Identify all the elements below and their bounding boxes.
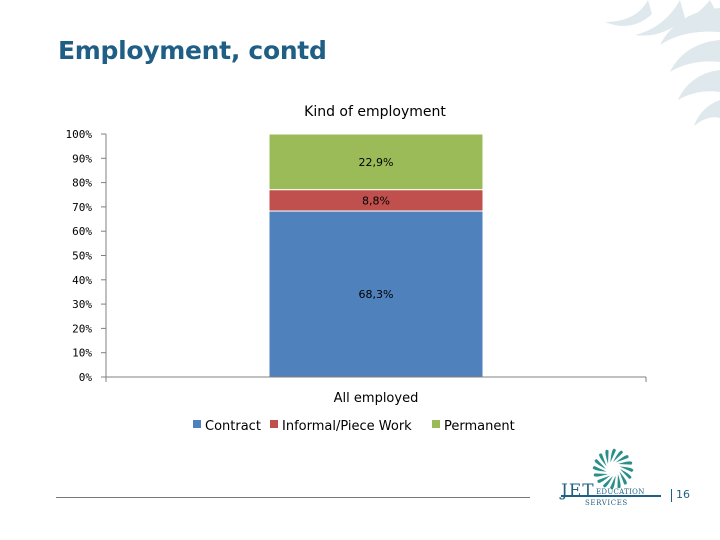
data-label-contract: 68,3%: [359, 288, 394, 301]
logo-ray: [599, 453, 607, 467]
logo-line2: SERVICES: [585, 499, 628, 507]
page-number: 16: [676, 488, 690, 501]
chart-title: Kind of employment: [304, 104, 446, 120]
logo-name: JET: [561, 481, 595, 501]
bar-segment-permanent: [268, 133, 484, 191]
jet-logo-icon: [592, 448, 634, 490]
legend-label-informal-piece-work: Informal/Piece Work: [282, 419, 412, 434]
slide-title: Employment, contd: [58, 36, 327, 65]
logo-line1: EDUCATION: [596, 488, 645, 496]
y-tick-label: 60%: [72, 225, 92, 238]
y-tick-label: 80%: [72, 177, 92, 190]
y-tick-label: 10%: [72, 347, 92, 360]
logo-ray: [610, 448, 616, 463]
x-axis: All employed: [105, 376, 647, 406]
data-label-permanent: 22,9%: [359, 156, 394, 169]
logo-ray: [619, 466, 634, 472]
x-tick-label: All employed: [334, 391, 419, 406]
page-number-separator: [671, 489, 672, 502]
logo-ray: [615, 455, 629, 463]
legend-label-contract: Contract: [205, 419, 261, 434]
logo-ray: [597, 475, 611, 483]
y-tick-label: 90%: [72, 152, 92, 165]
decorative-swirl-icon: [605, 0, 720, 126]
logo-ray: [594, 459, 606, 469]
y-tick-label: 20%: [72, 322, 92, 335]
logo-ray: [603, 476, 613, 488]
legend-label-permanent: Permanent: [444, 419, 515, 434]
logo-bar: [561, 495, 661, 497]
y-tick-label: 50%: [72, 250, 92, 263]
logo-ray: [620, 469, 632, 479]
jet-logo: JET EDUCATION SERVICES: [561, 481, 661, 511]
logo-ray: [610, 475, 616, 490]
logo-ray: [593, 473, 609, 477]
logo-ray: [605, 449, 609, 465]
legend: Contract Informal/Piece Work Permanent: [193, 419, 515, 434]
y-axis: 0% 10% 20% 30% 40% 50% 60% 70% 80% 90% 100%: [66, 128, 107, 384]
bar-segment-contract: [268, 210, 484, 378]
logo-ray: [617, 473, 621, 489]
y-tick-label: 30%: [72, 298, 92, 311]
data-label-informal-piece-work: 8,8%: [362, 194, 390, 207]
legend-swatch-permanent: [432, 420, 440, 428]
legend-swatch-informal-piece-work: [270, 420, 278, 428]
y-tick-label: 100%: [66, 128, 93, 141]
logo-ray: [592, 466, 607, 472]
logo-ray: [613, 450, 623, 462]
logo-ray: [619, 471, 627, 485]
y-tick-label: 70%: [72, 201, 92, 214]
logo-ray: [617, 461, 633, 465]
bar-stack: 68,3% 8,8% 22,9%: [268, 133, 484, 378]
y-tick-label: 0%: [79, 371, 93, 384]
legend-swatch-contract: [193, 420, 201, 428]
footer-divider: [56, 497, 530, 498]
y-tick-label: 40%: [72, 274, 92, 287]
